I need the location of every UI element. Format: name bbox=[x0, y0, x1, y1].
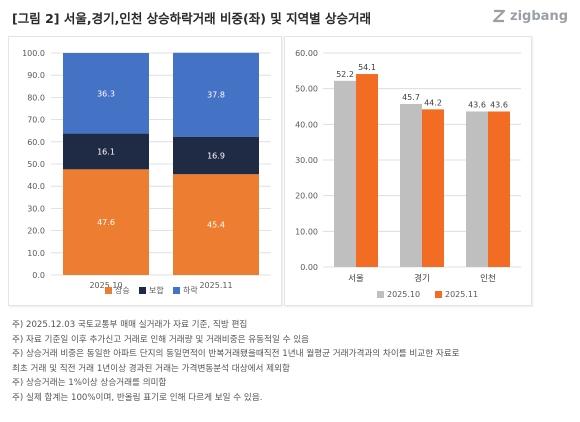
footnote: 주) 실제 합계는 100%이며, 반올림 표기로 인해 다르게 보일 수 있음… bbox=[12, 392, 263, 403]
legend-label: 2025.11 bbox=[445, 290, 478, 299]
legend-label: 2025.10 bbox=[387, 290, 420, 299]
y-tick-label: 50.00 bbox=[295, 85, 318, 94]
bar-segment bbox=[173, 52, 259, 137]
footnote: 주) 상승거래는 1%이상 상승거래를 의미함 bbox=[12, 378, 167, 388]
y-tick-label: 60.00 bbox=[295, 49, 318, 58]
y-tick-label: 0.00 bbox=[300, 263, 318, 272]
header: [그림 2] 서울,경기,인천 상승하락거래 비중(좌) 및 지역별 상승거래 … bbox=[0, 0, 580, 36]
legend-label: 상승 bbox=[115, 285, 130, 295]
y-tick-label: 70.0 bbox=[27, 116, 45, 125]
regional-rise-chart: 0.00 10.00 20.00 30.00 40.00 50.00 60.00 52.2 54… bbox=[295, 49, 521, 299]
bar bbox=[422, 109, 444, 267]
footnote: 최초 거래 및 직전 거래 1년이상 경과된 거래는 가격변동분석 대상에서 제… bbox=[12, 363, 290, 374]
brand-name: zigbang bbox=[510, 8, 568, 24]
zigbang-logo-icon bbox=[492, 9, 506, 23]
footnote: 주) 2025.12.03 국토교통부 매매 실거래가 자료 기준, 직방 편집 bbox=[12, 320, 248, 330]
data-label: 37.8 bbox=[207, 91, 225, 100]
right-chart-panel: 0.00 10.00 20.00 30.00 40.00 50.00 60.00 52.2 54… bbox=[284, 36, 532, 306]
x-tick-label: 경기 bbox=[414, 273, 430, 284]
data-label: 54.1 bbox=[358, 63, 376, 72]
data-label: 36.3 bbox=[97, 89, 115, 98]
bar-segment bbox=[173, 174, 259, 275]
data-label: 43.6 bbox=[490, 100, 508, 109]
stacked-share-chart: 0.0 10.0 20.0 30.0 40.0 50.0 60.0 70.0 80.0 90.0 1… bbox=[22, 49, 271, 295]
y-tick-label: 10.0 bbox=[27, 249, 45, 258]
data-label: 43.6 bbox=[468, 100, 486, 109]
bar bbox=[334, 80, 356, 267]
legend-label: 보합 bbox=[149, 286, 164, 295]
bar-segment bbox=[63, 53, 149, 134]
y-tick-label: 90.0 bbox=[27, 71, 45, 80]
bar bbox=[356, 74, 378, 267]
data-label: 45.4 bbox=[207, 221, 225, 230]
legend-swatch bbox=[435, 291, 442, 298]
data-label: 45.7 bbox=[402, 93, 420, 102]
y-tick-label: 80.0 bbox=[27, 93, 45, 102]
x-tick-label: 인천 bbox=[480, 273, 496, 284]
bar-segment bbox=[63, 133, 149, 170]
y-tick-label: 20.00 bbox=[295, 192, 318, 201]
data-label: 16.1 bbox=[97, 147, 115, 156]
y-tick-label: 10.00 bbox=[295, 227, 318, 236]
legend-swatch bbox=[173, 287, 180, 294]
left-chart-panel: 0.0 10.0 20.0 30.0 40.0 50.0 60.0 70.0 80.0 90.0 1… bbox=[8, 36, 282, 306]
footnote: 주) 자료 기준일 이후 추가신고 거래로 인해 거래량 및 거래비중은 유동적… bbox=[12, 334, 310, 345]
bar bbox=[400, 104, 422, 268]
y-tick-label: 0.0 bbox=[32, 271, 45, 280]
bar bbox=[488, 111, 510, 267]
data-label: 47.6 bbox=[97, 218, 115, 227]
x-tick-label: 서울 bbox=[348, 274, 364, 284]
data-label: 16.9 bbox=[207, 151, 225, 160]
data-label: 44.2 bbox=[424, 98, 442, 107]
x-tick-label: 2025.10 bbox=[89, 281, 122, 290]
y-tick-label: 30.0 bbox=[27, 204, 45, 213]
x-tick-label: 2025.11 bbox=[199, 281, 232, 290]
footnotes: 주) 2025.12.03 국토교통부 매매 실거래가 자료 기준, 직방 편집… bbox=[12, 318, 572, 405]
legend-label: 하락 bbox=[183, 285, 198, 295]
legend-swatch bbox=[139, 287, 146, 294]
y-tick-label: 100.0 bbox=[22, 49, 45, 58]
page-title: [그림 2] 서울,경기,인천 상승하락거래 비중(좌) 및 지역별 상승거래 bbox=[12, 11, 372, 26]
y-tick-label: 30.00 bbox=[295, 156, 318, 165]
y-tick-label: 50.0 bbox=[27, 160, 45, 169]
bar-segment bbox=[63, 169, 149, 275]
y-tick-label: 40.0 bbox=[27, 182, 45, 191]
y-tick-label: 40.00 bbox=[295, 120, 318, 129]
legend-swatch bbox=[377, 291, 384, 298]
legend-swatch bbox=[105, 287, 112, 294]
footnote: 주) 상승거래 비중은 동일한 아파트 단지의 동일면적이 반복거래됐을때직전 … bbox=[12, 349, 460, 359]
bar bbox=[466, 111, 488, 267]
y-tick-label: 60.0 bbox=[27, 138, 45, 147]
brand-logo: zigbang bbox=[491, 8, 568, 24]
bar-segment bbox=[173, 136, 259, 175]
y-tick-label: 20.0 bbox=[27, 227, 45, 236]
data-label: 52.2 bbox=[336, 70, 354, 79]
